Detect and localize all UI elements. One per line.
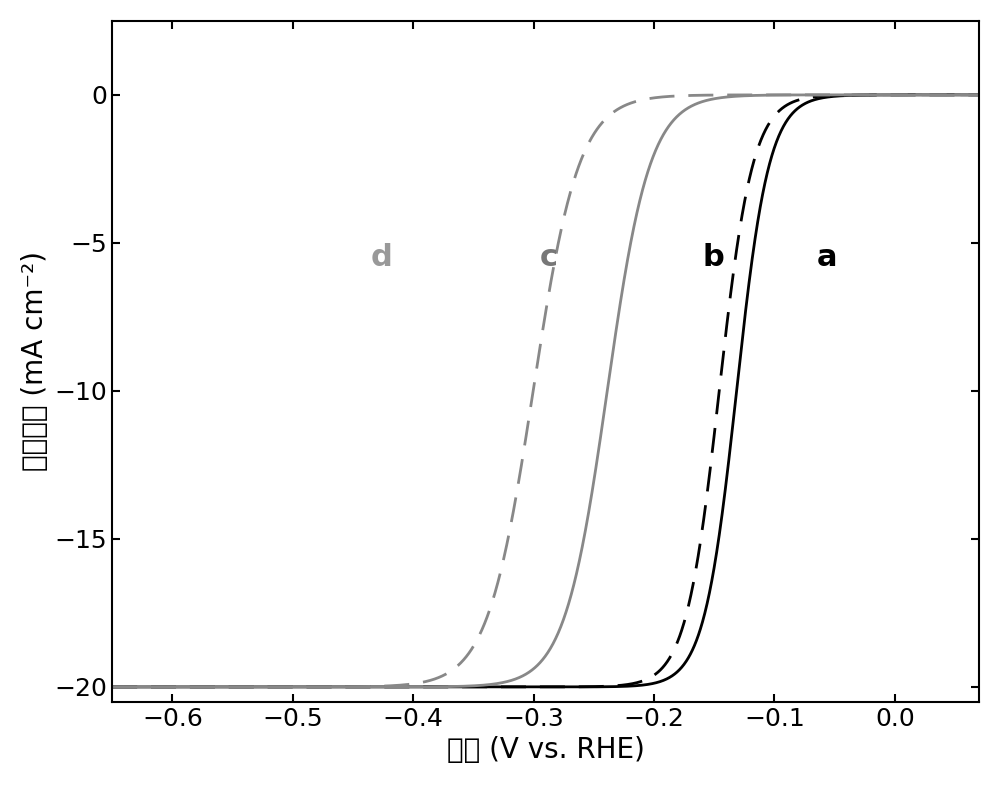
Y-axis label: 电流密度 (mA cm⁻²): 电流密度 (mA cm⁻²) (21, 251, 49, 471)
Text: d: d (371, 243, 393, 272)
Text: c: c (540, 243, 558, 272)
Text: b: b (702, 243, 724, 272)
Text: a: a (817, 243, 837, 272)
X-axis label: 电位 (V vs. RHE): 电位 (V vs. RHE) (447, 736, 645, 764)
